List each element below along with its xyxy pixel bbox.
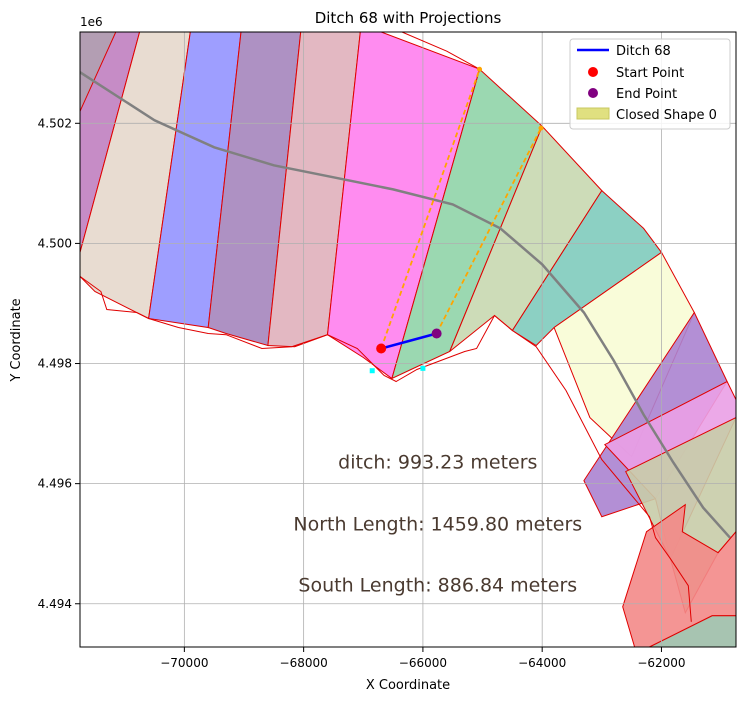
y-tick-label-4: 4.502 bbox=[38, 116, 72, 130]
boundary-bottom bbox=[80, 275, 692, 622]
x-tick-label-1: −68000 bbox=[280, 656, 328, 670]
x-tick-label-2: −66000 bbox=[399, 656, 447, 670]
projection-line-0 bbox=[380, 68, 481, 349]
projection-shape-2 bbox=[80, 32, 191, 320]
y-axis-ticks: 4.494 4.496 4.498 4.500 4.502 bbox=[38, 116, 80, 611]
x-axis-ticks: −70000 −68000 −66000 −64000 −62000 bbox=[160, 647, 686, 670]
legend-label-closed-shape: Closed Shape 0 bbox=[616, 108, 717, 123]
projection-shape-10 bbox=[553, 251, 695, 458]
legend-label-ditch: Ditch 68 bbox=[616, 44, 671, 59]
projection-shapes bbox=[80, 32, 736, 647]
centerline-path bbox=[80, 71, 731, 539]
x-tick-label-3: −64000 bbox=[518, 656, 566, 670]
x-tick-label-4: −62000 bbox=[637, 656, 685, 670]
legend: Ditch 68 Start Point End Point Closed Sh… bbox=[569, 38, 731, 130]
annotations: ditch: 993.23 meters North Length: 1459.… bbox=[293, 452, 582, 597]
y-tick-label-3: 4.500 bbox=[38, 236, 72, 250]
legend-label-end: End Point bbox=[616, 87, 677, 102]
legend-box bbox=[569, 38, 731, 130]
cyan-marker-1 bbox=[420, 365, 426, 371]
ditch-line bbox=[380, 332, 437, 350]
centerline bbox=[80, 71, 731, 539]
legend-swatch-closed-shape bbox=[576, 107, 610, 120]
y-tick-label-2: 4.498 bbox=[38, 357, 72, 371]
y-axis-label: Y Coordinate bbox=[9, 298, 24, 382]
chart-title: Ditch 68 with Projections bbox=[315, 9, 502, 27]
legend-swatch-end bbox=[588, 88, 598, 98]
cyan-marker-0 bbox=[369, 368, 375, 374]
y-tick-label-0: 4.494 bbox=[38, 597, 72, 611]
legend-label-start: Start Point bbox=[616, 66, 684, 81]
ditch-layer bbox=[376, 328, 442, 354]
projection-shape-15 bbox=[649, 615, 736, 647]
start-point bbox=[376, 343, 387, 354]
boundary-top bbox=[381, 32, 480, 70]
plot-area: ditch: 993.23 meters North Length: 1459.… bbox=[80, 32, 736, 647]
annotation-north-length: North Length: 1459.80 meters bbox=[293, 513, 582, 535]
projection-line-1 bbox=[435, 127, 542, 334]
projection-shape-7 bbox=[391, 68, 543, 380]
boundary-lines bbox=[80, 32, 692, 622]
x-axis-label: X Coordinate bbox=[366, 678, 450, 693]
plot-frame bbox=[79, 31, 737, 648]
annotation-south-length: South Length: 886.84 meters bbox=[298, 575, 577, 597]
projection-shape-1 bbox=[80, 32, 117, 112]
projection-shape-4 bbox=[207, 32, 302, 347]
projection-end-1 bbox=[538, 125, 544, 131]
end-point bbox=[431, 328, 442, 339]
x-tick-label-0: −70000 bbox=[160, 656, 208, 670]
projection-lines bbox=[369, 66, 544, 374]
annotation-ditch-length: ditch: 993.23 meters bbox=[338, 452, 537, 474]
y-axis-offset: 1e6 bbox=[80, 15, 103, 29]
y-tick-label-1: 4.496 bbox=[38, 477, 72, 491]
projection-end-0 bbox=[477, 66, 483, 72]
legend-swatch-start bbox=[588, 67, 598, 77]
